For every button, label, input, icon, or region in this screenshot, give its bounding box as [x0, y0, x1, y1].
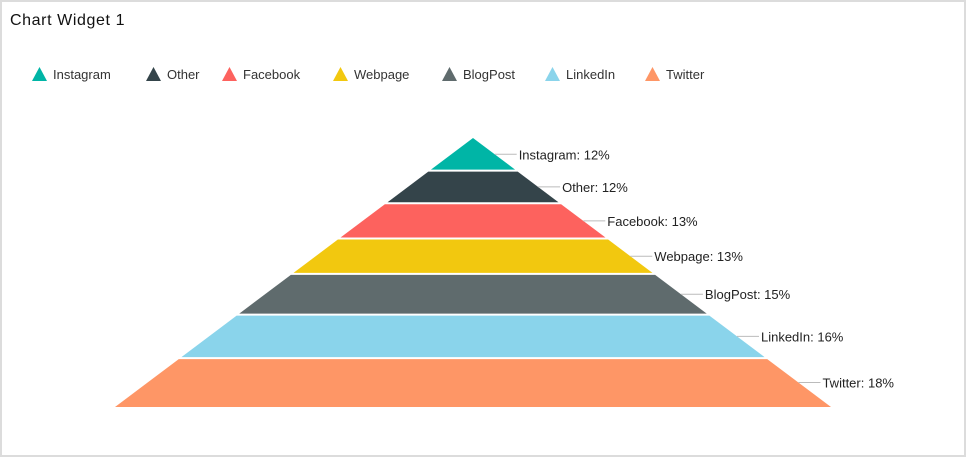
- chart-legend: Instagram Other Facebook Webpage BlogPos…: [32, 64, 932, 84]
- triangle-marker-icon: [32, 67, 47, 81]
- pyramid-segment-blogpost[interactable]: [239, 274, 707, 314]
- legend-item-other[interactable]: Other: [146, 64, 200, 84]
- legend-item-instagram[interactable]: Instagram: [32, 64, 111, 84]
- legend-label: LinkedIn: [566, 66, 616, 82]
- triangle-marker-icon: [442, 67, 457, 81]
- data-label: Other: 12%: [562, 180, 628, 195]
- triangle-marker-icon: [222, 67, 237, 81]
- triangle-marker-icon: [146, 67, 161, 81]
- legend-item-webpage[interactable]: Webpage: [333, 64, 409, 84]
- data-label: Webpage: 13%: [654, 249, 743, 264]
- legend-label: Instagram: [53, 66, 111, 82]
- data-label: BlogPost: 15%: [705, 287, 791, 302]
- triangle-marker-icon: [645, 67, 660, 81]
- data-label: Facebook: 13%: [607, 214, 698, 229]
- pyramid-segment-instagram[interactable]: [430, 138, 516, 170]
- data-label: LinkedIn: 16%: [761, 329, 844, 344]
- legend-item-facebook[interactable]: Facebook: [222, 64, 300, 84]
- legend-item-linkedin[interactable]: LinkedIn: [545, 64, 615, 84]
- legend-label: Webpage: [354, 66, 410, 82]
- widget-title: Chart Widget 1: [10, 12, 126, 29]
- legend-label: Other: [167, 66, 200, 82]
- data-label: Instagram: 12%: [519, 147, 610, 162]
- pyramid-segment-facebook[interactable]: [340, 204, 606, 238]
- legend-label: Twitter: [666, 66, 705, 82]
- pyramid-segment-webpage[interactable]: [293, 239, 653, 273]
- triangle-marker-icon: [333, 67, 348, 81]
- legend-label: BlogPost: [463, 66, 516, 82]
- pyramid-segment-other[interactable]: [387, 171, 559, 203]
- legend-label: Facebook: [243, 66, 301, 82]
- pyramid-segment-linkedin[interactable]: [181, 315, 765, 358]
- legend-item-twitter[interactable]: Twitter: [645, 64, 704, 84]
- triangle-marker-icon: [545, 67, 560, 81]
- legend-item-blogpost[interactable]: BlogPost: [442, 64, 515, 84]
- pyramid-segment-twitter[interactable]: [115, 359, 831, 407]
- data-label: Twitter: 18%: [822, 376, 894, 391]
